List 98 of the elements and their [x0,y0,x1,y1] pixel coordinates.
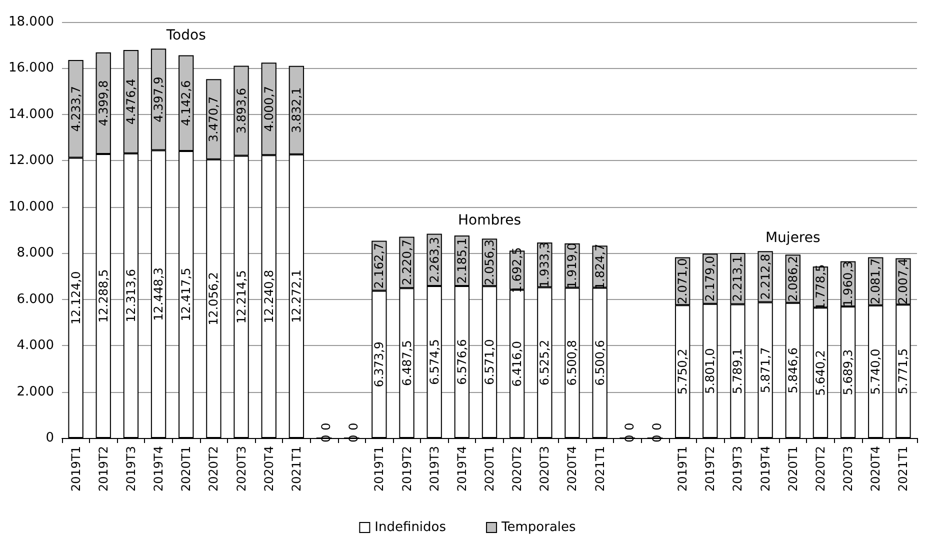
data-label: 5.689,3 [841,349,856,396]
x-tick-label: 2021T1 [592,446,607,492]
y-tick-label: 6.000 [16,292,54,307]
data-label: 12.313,6 [124,268,138,322]
annotation: Todos [165,28,206,44]
data-label: 6.373,9 [372,341,386,388]
x-tick-label: 2020T2 [510,446,524,492]
x-tick-label: 2020T1 [786,446,800,492]
x-tick-label: 2019T2 [400,446,414,492]
data-label: 6.571,0 [482,339,496,385]
data-label: 2.263,3 [427,236,442,283]
data-label: 6.574,5 [427,339,442,385]
y-tick-label: 16.000 [8,60,54,76]
x-tick-label: 2019T4 [152,446,166,492]
x-tick-label: 2021T1 [896,446,910,492]
data-label: 3.832,1 [289,87,304,133]
x-tick-label: 2019T4 [454,446,469,492]
data-label: 4.397,9 [152,76,166,122]
data-label: 5.640,2 [813,350,828,396]
x-tick-label: 2019T2 [703,446,718,492]
data-label: 0 [346,422,361,430]
y-tick-label: 0 [46,430,54,446]
data-label: 2.220,7 [400,240,414,286]
x-tick-label: 2019T1 [676,446,690,492]
data-label: 6.487,5 [400,340,414,386]
data-label: 3.470,7 [206,96,221,142]
data-label: 6.416,0 [510,340,524,387]
x-tick-label: 2020T3 [538,446,552,492]
data-label: 2.071,0 [676,258,690,304]
data-label: 4.233,7 [68,86,83,132]
data-label: 2.162,7 [372,242,386,289]
data-label: 2.185,1 [454,238,469,284]
y-tick-label: 4.000 [16,338,54,354]
annotation: Mujeres [765,230,820,246]
data-label: 12.288,5 [96,269,110,323]
data-label: 5.740,0 [868,348,883,395]
data-label: 4.142,6 [179,80,194,126]
data-label: 2.179,0 [703,256,718,302]
data-label: 12.056,2 [206,272,221,326]
x-tick-label: 2020T4 [868,446,883,492]
data-label: 1.933,3 [538,242,552,288]
annotation: Hombres [458,212,521,229]
x-tick-label: 2019T2 [96,446,110,492]
legend-label: Indefinidos [374,520,446,535]
y-tick-label: 12.000 [8,153,54,168]
data-label: 4.399,8 [96,80,110,126]
data-label: 12.417,5 [179,268,194,322]
legend-label: Temporales [500,520,576,535]
data-label: 5.750,2 [676,348,690,394]
x-tick-label: 2020T4 [262,446,276,492]
data-label: 12.272,1 [289,269,304,323]
data-label: 5.871,7 [758,347,772,394]
x-tick-label: 2020T3 [234,446,248,492]
data-label: 6.576,6 [454,339,469,385]
data-label: 0 [650,422,664,430]
x-tick-label: 2021T1 [289,446,304,492]
y-tick-label: 8.000 [16,246,54,261]
data-label: 12.448,3 [152,267,166,321]
data-label: 4.000,7 [262,86,276,132]
x-tick-label: 2019T4 [758,446,772,492]
data-label: 4.476,4 [124,78,138,125]
data-label: 12.124,0 [68,271,83,325]
x-tick-label: 2019T3 [730,446,745,492]
x-tick-label: 2019T3 [124,446,138,492]
data-label: 5.801,0 [703,348,718,394]
data-label: 12.214,5 [234,270,248,324]
x-tick-label: 2020T1 [482,446,496,492]
x-tick-label: 2019T1 [68,446,83,492]
x-tick-label: 2019T3 [427,446,442,492]
data-label: 2.081,7 [868,258,883,304]
data-label: 6.500,6 [592,340,607,386]
data-label: 2.056,3 [482,239,496,286]
data-label: 1.824,7 [592,244,607,290]
data-label: 5.771,5 [896,348,910,394]
data-label: 1.919,0 [565,242,580,288]
data-label: 6.525,2 [538,340,552,386]
x-tick-label: 2019T1 [372,446,386,492]
x-tick-label: 2020T4 [565,446,580,492]
data-label: 2.086,2 [786,256,800,302]
data-label: 2.213,1 [730,256,745,302]
x-tick-label: 2020T1 [179,446,194,492]
x-tick-label: 2020T2 [813,446,828,492]
data-label: 2.007,4 [896,258,910,304]
x-tick-label: 2020T3 [841,446,856,492]
data-label: 5.846,6 [786,348,800,394]
data-label: 0 [319,422,334,430]
y-tick-label: 14.000 [8,106,54,122]
data-label: 5.789,1 [730,348,745,394]
y-tick-label: 2.000 [16,384,54,400]
data-label: 0 [622,422,636,430]
data-label: 12.240,8 [262,270,276,324]
data-label: 1.960,3 [841,260,856,307]
data-label: 3.893,6 [234,88,248,134]
data-label: 2.212,8 [758,254,772,300]
data-label: 6.500,8 [565,340,580,386]
y-tick-label: 18.000 [8,14,54,30]
x-tick-label: 2020T2 [206,446,221,492]
y-tick-label: 10.000 [8,199,54,214]
